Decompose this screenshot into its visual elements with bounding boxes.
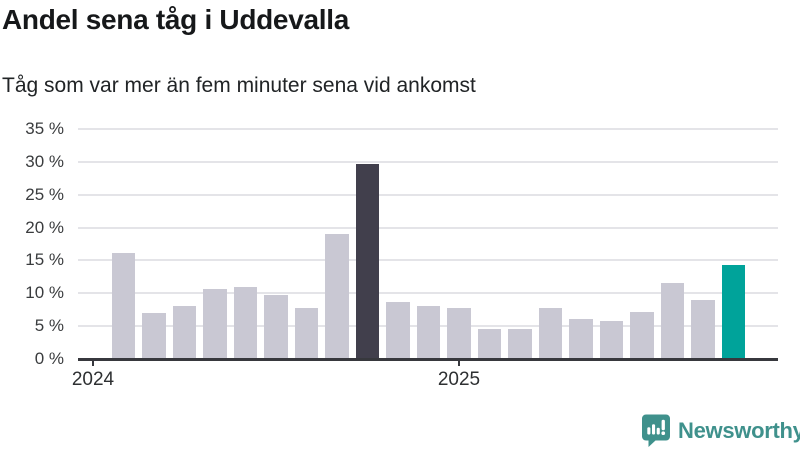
y-axis-tick-label: 5 % — [34, 316, 64, 336]
chart-title: Andel sena tåg i Uddevalla — [2, 4, 349, 35]
bar — [477, 328, 502, 359]
y-axis-tick-label: 0 % — [34, 349, 64, 368]
bar — [142, 313, 166, 359]
bar — [172, 305, 197, 359]
x-axis-tick-label: 2025 — [437, 369, 481, 390]
bar — [416, 306, 441, 359]
bar — [264, 294, 288, 359]
bar — [599, 320, 624, 359]
gridline — [78, 128, 778, 130]
bar — [386, 302, 410, 359]
bar-latest-teal — [721, 265, 746, 359]
y-axis-tick-label: 20 % — [25, 217, 64, 237]
x-axis-line — [78, 357, 778, 361]
bar — [569, 318, 593, 359]
chart-subtitle: Tåg som var mer än fem minuter sena vid … — [2, 74, 476, 97]
bar — [508, 329, 532, 359]
x-axis-tick — [458, 360, 460, 366]
bar — [630, 311, 654, 359]
gridline — [78, 160, 778, 163]
bar — [691, 299, 715, 359]
bar — [233, 286, 258, 359]
y-axis-tick-label: 25 % — [25, 184, 64, 204]
y-axis-tick-label: 10 % — [25, 283, 64, 303]
bar-highlighted-dark — [355, 163, 380, 359]
x-axis-tick — [92, 360, 94, 366]
y-axis-tick-label: 30 % — [25, 151, 64, 171]
newsworthy-wordmark: Newsworthy — [678, 418, 800, 443]
gridline — [78, 259, 778, 262]
bar — [447, 308, 471, 359]
y-axis-tick-label: 35 % — [25, 119, 64, 138]
newsworthy-logo: Newsworthy — [641, 414, 800, 448]
bar — [111, 252, 136, 359]
bar — [294, 307, 319, 359]
x-axis-tick-label: 2024 — [71, 369, 115, 390]
bar — [325, 234, 349, 359]
bar — [203, 288, 227, 359]
newsworthy-bubble-chart-icon — [641, 414, 671, 448]
bar — [660, 282, 685, 359]
gridline — [78, 193, 778, 196]
gridline — [78, 226, 778, 229]
y-axis-tick-label: 15 % — [25, 250, 64, 270]
gridline — [78, 292, 778, 295]
bar — [538, 307, 563, 359]
